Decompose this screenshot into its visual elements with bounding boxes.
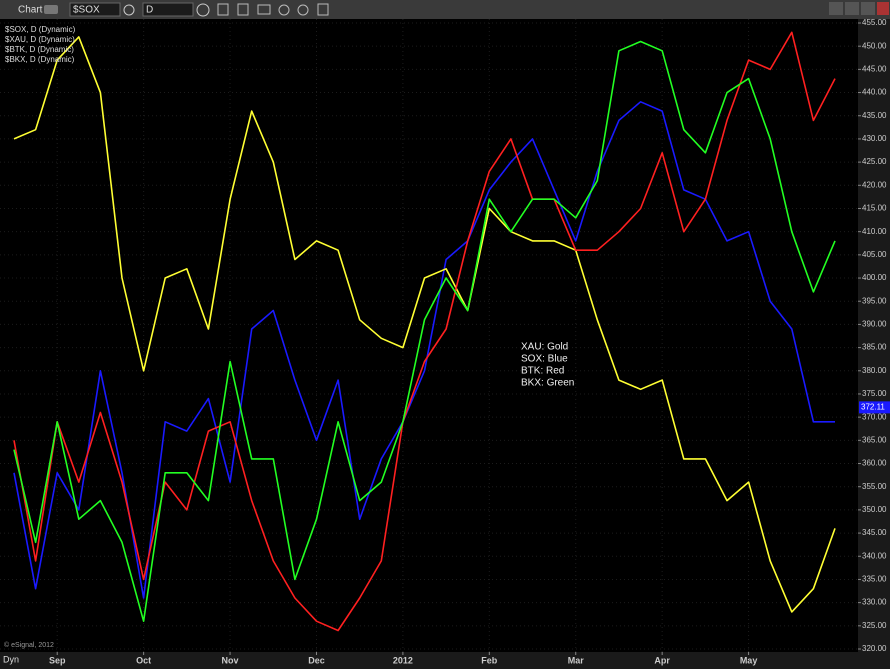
series-line [13, 40, 836, 622]
y-tick-label: 335.00 [862, 575, 887, 584]
y-tick-label: 420.00 [862, 180, 887, 189]
price-marker [859, 401, 890, 414]
y-tick-label: 345.00 [862, 528, 887, 537]
y-tick-label: 435.00 [862, 111, 887, 120]
x-tick-label: 2012 [393, 655, 413, 665]
minimize-button[interactable] [829, 2, 843, 15]
x-axis-panel [0, 652, 890, 669]
y-tick-label: 360.00 [862, 459, 887, 468]
y-tick-label: 320.00 [862, 644, 887, 653]
y-tick-label: 445.00 [862, 64, 887, 73]
annotation: XAU: Gold [521, 342, 568, 353]
copyright: © eSignal, 2012 [4, 641, 54, 649]
labels: 320.00 325.00 330.00 335.00 340.00 345.00 350.… [5, 18, 890, 665]
annotation: BKX: Green [521, 378, 574, 389]
y-tick-label: 325.00 [862, 621, 887, 630]
x-tick-label: Apr [654, 655, 670, 665]
toolbar-title: Chart [18, 5, 43, 16]
symbol-button[interactable] [123, 4, 135, 16]
y-tick-label: 355.00 [862, 482, 887, 491]
y-tick-label: 400.00 [862, 273, 887, 282]
cursor-tool[interactable] [237, 3, 249, 16]
play-button[interactable] [278, 4, 290, 16]
series-line [13, 31, 836, 632]
legend-entry: $SOX, D (Dynamic) [5, 25, 76, 34]
y-tick-label: 425.00 [862, 157, 887, 166]
x-tick-label: Mar [568, 655, 585, 665]
eraser-tool[interactable] [317, 3, 329, 16]
y-tick-label: 390.00 [862, 320, 887, 329]
y-tick-label: 375.00 [862, 389, 887, 398]
y-tick-label: 430.00 [862, 134, 887, 143]
interval: D [146, 5, 153, 16]
x-tick-label: Nov [222, 655, 239, 665]
y-tick-label: 370.00 [862, 412, 887, 421]
close-button[interactable] [877, 2, 889, 15]
x-tick-label: Feb [481, 655, 498, 665]
toolbar [0, 0, 890, 19]
x-tick-label: Sep [49, 655, 66, 665]
series-lines [13, 31, 836, 632]
legend-entry: $BKX, D (Dynamic) [5, 55, 75, 64]
y-tick-label: 405.00 [862, 250, 887, 259]
annotation: BTK: Red [521, 366, 564, 377]
y-tick-label: 440.00 [862, 88, 887, 97]
price-marker-label: 372.11 [861, 402, 885, 411]
y-tick-label: 380.00 [862, 366, 887, 375]
interval-box[interactable] [142, 2, 194, 17]
properties-tool[interactable] [257, 4, 271, 15]
y-tick-label: 330.00 [862, 598, 887, 607]
y-tick-label: 455.00 [862, 18, 887, 27]
y-tick-label: 350.00 [862, 505, 887, 514]
restore-button[interactable] [861, 2, 875, 15]
x-tick-label: May [740, 655, 758, 665]
y-tick-label: 385.00 [862, 343, 887, 352]
interval-button[interactable] [196, 3, 210, 17]
y-tick-label: 450.00 [862, 41, 887, 50]
legend-entry: $XAU, D (Dynamic) [5, 35, 75, 44]
x-tick-label: Oct [136, 655, 151, 665]
y-tick-label: 340.00 [862, 551, 887, 560]
symbol: $SOX [73, 5, 100, 16]
y-tick-label: 415.00 [862, 204, 887, 213]
y-tick-label: 365.00 [862, 435, 887, 444]
series-line [13, 101, 835, 599]
annotation: SOX: Blue [521, 354, 568, 365]
draw-tool[interactable] [217, 3, 229, 16]
y-tick-label: 410.00 [862, 227, 887, 236]
y-tick-label: 395.00 [862, 296, 887, 305]
legend-entry: $BTK, D (Dynamic) [5, 45, 74, 54]
series-line [13, 36, 836, 613]
x-tick-label: Dec [308, 655, 325, 665]
y-axis-panel [858, 19, 890, 652]
maximize-button[interactable] [845, 2, 859, 15]
footer-label: Dyn [3, 654, 19, 664]
step-button[interactable] [297, 4, 309, 16]
symbol-box[interactable] [69, 2, 121, 17]
link-icon[interactable] [44, 5, 58, 14]
